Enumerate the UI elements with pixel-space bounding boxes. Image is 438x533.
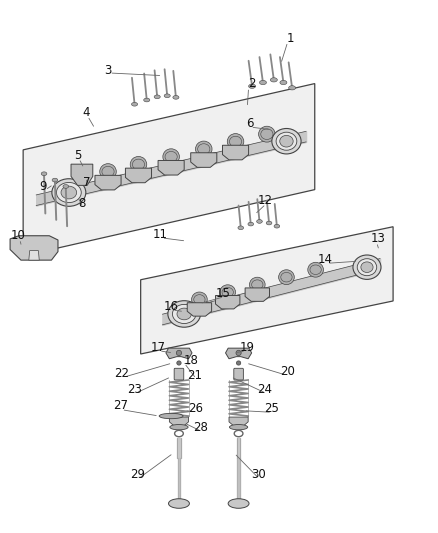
- Text: 12: 12: [257, 193, 272, 207]
- Ellipse shape: [57, 182, 81, 203]
- Text: 7: 7: [82, 176, 90, 189]
- Ellipse shape: [308, 262, 323, 277]
- Text: 30: 30: [251, 469, 265, 481]
- Ellipse shape: [195, 141, 212, 157]
- Ellipse shape: [177, 350, 182, 356]
- Text: 18: 18: [183, 354, 198, 367]
- Text: 11: 11: [153, 228, 168, 241]
- Ellipse shape: [274, 224, 280, 228]
- Ellipse shape: [280, 135, 293, 147]
- Ellipse shape: [41, 172, 47, 175]
- Polygon shape: [141, 227, 393, 354]
- Text: 2: 2: [248, 77, 255, 90]
- Text: 4: 4: [82, 106, 90, 119]
- Ellipse shape: [248, 222, 254, 226]
- Polygon shape: [187, 303, 212, 316]
- Text: 26: 26: [188, 401, 203, 415]
- Ellipse shape: [191, 292, 207, 307]
- Ellipse shape: [237, 361, 241, 365]
- Ellipse shape: [259, 80, 266, 85]
- Text: 21: 21: [187, 369, 202, 382]
- Text: 23: 23: [127, 383, 141, 396]
- Text: 19: 19: [240, 341, 255, 353]
- Polygon shape: [229, 417, 248, 425]
- Ellipse shape: [249, 84, 255, 88]
- Ellipse shape: [169, 499, 189, 508]
- Ellipse shape: [227, 134, 244, 150]
- Ellipse shape: [159, 414, 183, 419]
- Text: 6: 6: [246, 117, 253, 130]
- Text: 10: 10: [11, 229, 25, 242]
- Ellipse shape: [168, 301, 201, 327]
- Polygon shape: [223, 146, 249, 160]
- Ellipse shape: [100, 164, 116, 180]
- Ellipse shape: [357, 259, 377, 276]
- Text: 16: 16: [164, 300, 179, 313]
- Ellipse shape: [130, 157, 147, 172]
- Ellipse shape: [272, 128, 301, 154]
- Polygon shape: [215, 295, 240, 309]
- Polygon shape: [125, 168, 152, 183]
- Polygon shape: [166, 348, 192, 359]
- Ellipse shape: [173, 95, 179, 99]
- Polygon shape: [10, 236, 58, 260]
- Text: 13: 13: [371, 232, 385, 245]
- Text: 5: 5: [74, 149, 81, 161]
- Ellipse shape: [52, 179, 86, 206]
- FancyBboxPatch shape: [234, 368, 244, 380]
- Polygon shape: [95, 175, 121, 190]
- Polygon shape: [23, 84, 315, 256]
- Ellipse shape: [276, 132, 297, 150]
- Ellipse shape: [270, 78, 277, 82]
- Ellipse shape: [177, 361, 181, 365]
- Ellipse shape: [63, 184, 69, 188]
- Polygon shape: [29, 251, 39, 260]
- Ellipse shape: [279, 270, 294, 285]
- Ellipse shape: [266, 221, 272, 225]
- Text: 25: 25: [264, 402, 279, 415]
- Text: 15: 15: [216, 287, 231, 300]
- Ellipse shape: [361, 262, 373, 272]
- Text: 3: 3: [104, 64, 112, 77]
- Ellipse shape: [177, 308, 191, 320]
- Text: 14: 14: [318, 253, 333, 266]
- Text: 24: 24: [257, 383, 272, 396]
- Ellipse shape: [154, 95, 160, 99]
- Polygon shape: [71, 164, 93, 185]
- Ellipse shape: [257, 220, 262, 223]
- Polygon shape: [226, 348, 252, 359]
- Ellipse shape: [220, 285, 236, 300]
- Ellipse shape: [131, 102, 138, 106]
- Polygon shape: [191, 153, 217, 167]
- Text: 1: 1: [287, 32, 295, 45]
- Ellipse shape: [353, 255, 381, 279]
- Ellipse shape: [170, 424, 188, 430]
- Ellipse shape: [164, 94, 170, 98]
- Ellipse shape: [230, 424, 248, 430]
- Ellipse shape: [144, 98, 150, 102]
- Ellipse shape: [163, 149, 180, 165]
- Text: 29: 29: [130, 469, 145, 481]
- Text: 17: 17: [151, 341, 166, 353]
- Polygon shape: [245, 288, 269, 301]
- Ellipse shape: [238, 226, 244, 230]
- Ellipse shape: [52, 178, 58, 182]
- Text: 20: 20: [280, 365, 295, 378]
- Ellipse shape: [250, 277, 265, 292]
- Text: 27: 27: [113, 399, 128, 413]
- Text: 9: 9: [39, 181, 46, 193]
- Text: 28: 28: [193, 421, 208, 434]
- Ellipse shape: [236, 350, 241, 356]
- Ellipse shape: [61, 186, 77, 199]
- Polygon shape: [158, 160, 184, 175]
- Text: 22: 22: [114, 367, 130, 380]
- Polygon shape: [170, 417, 188, 425]
- FancyBboxPatch shape: [174, 368, 184, 380]
- Ellipse shape: [280, 80, 287, 85]
- Ellipse shape: [228, 499, 249, 508]
- Ellipse shape: [289, 86, 296, 90]
- Text: 8: 8: [78, 197, 85, 211]
- Ellipse shape: [258, 126, 275, 142]
- Ellipse shape: [173, 304, 196, 324]
